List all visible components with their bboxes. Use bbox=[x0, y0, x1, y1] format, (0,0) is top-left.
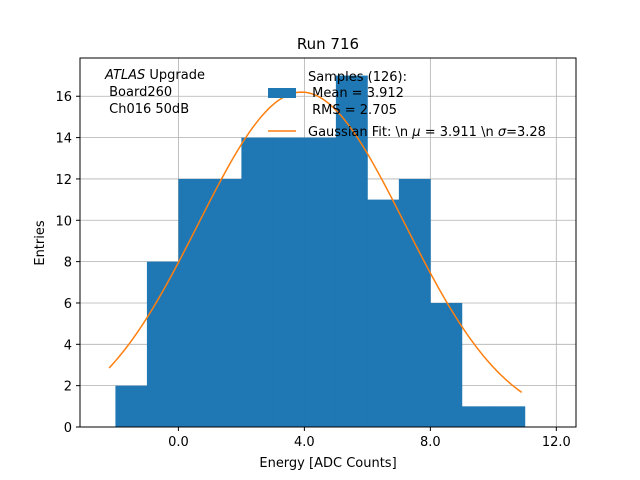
histogram-bar-2 bbox=[178, 178, 211, 427]
y-tick-label: 8 bbox=[64, 256, 72, 271]
legend-samples-label: Samples (126): bbox=[308, 70, 407, 85]
gaussian-fit-curve bbox=[108, 91, 523, 394]
histogram-bar-8 bbox=[367, 199, 400, 427]
legend-rms-label: RMS = 2.705 bbox=[308, 103, 397, 118]
legend-mu-value: = 3.911 \n bbox=[421, 125, 498, 140]
legend-mean-label: Mean = 3.912 bbox=[308, 86, 404, 101]
atlas-annotation-line1: ATLAS Upgrade bbox=[104, 68, 205, 83]
legend: Samples (126): Mean = 3.912 RMS = 2.705 … bbox=[268, 70, 546, 140]
legend-mu-symbol: μ bbox=[411, 125, 420, 140]
y-tick-label: 0 bbox=[64, 421, 72, 436]
x-tick-label: 12.0 bbox=[542, 435, 571, 450]
histogram-bar-5 bbox=[272, 137, 305, 427]
histogram-bar-1 bbox=[146, 261, 179, 427]
x-tick-label: 0.0 bbox=[168, 435, 189, 450]
legend-fit-prefix: Gaussian Fit: \n bbox=[308, 125, 412, 140]
y-tick-label: 2 bbox=[64, 380, 72, 395]
axes-frame bbox=[79, 57, 577, 428]
legend-fit-label: Gaussian Fit: \n μ = 3.911 \n σ=3.28 bbox=[308, 125, 546, 140]
y-tick-label: 6 bbox=[64, 297, 72, 312]
histogram-bar-3 bbox=[209, 178, 242, 427]
histogram-bar-9 bbox=[398, 178, 431, 427]
chart-title: Run 716 bbox=[297, 35, 359, 53]
legend-histogram-swatch bbox=[268, 88, 296, 98]
y-axis-ticks: 0 2 4 6 8 10 12 14 16 bbox=[55, 90, 80, 436]
histogram-bar-12 bbox=[493, 406, 526, 427]
legend-sigma-value: =3.28 bbox=[506, 125, 546, 140]
y-tick-label: 16 bbox=[55, 90, 72, 105]
histogram-bar-10 bbox=[430, 302, 463, 427]
atlas-suffix: Upgrade bbox=[145, 68, 205, 83]
atlas-experiment-name: ATLAS bbox=[104, 68, 145, 83]
legend-sigma-symbol: σ bbox=[498, 125, 507, 140]
x-axis-ticks: 0.0 4.0 8.0 12.0 bbox=[168, 427, 571, 450]
y-tick-label: 4 bbox=[64, 338, 72, 353]
x-tick-label: 4.0 bbox=[294, 435, 315, 450]
histogram-bar-11 bbox=[461, 406, 494, 427]
y-tick-label: 12 bbox=[55, 173, 72, 188]
y-tick-label: 14 bbox=[55, 132, 72, 147]
x-axis-label: Energy [ADC Counts] bbox=[259, 456, 396, 471]
histogram-bars bbox=[115, 75, 526, 428]
atlas-annotation-board: Board260 bbox=[105, 85, 172, 100]
y-tick-label: 10 bbox=[55, 214, 72, 229]
y-axis-label: Entries bbox=[33, 220, 48, 266]
histogram-bar-0 bbox=[115, 385, 148, 427]
x-tick-label: 8.0 bbox=[420, 435, 441, 450]
histogram-bar-7 bbox=[335, 75, 368, 428]
histogram-bar-6 bbox=[304, 137, 337, 427]
atlas-annotation-channel: Ch016 50dB bbox=[105, 102, 189, 117]
histogram-bar-4 bbox=[241, 137, 274, 427]
